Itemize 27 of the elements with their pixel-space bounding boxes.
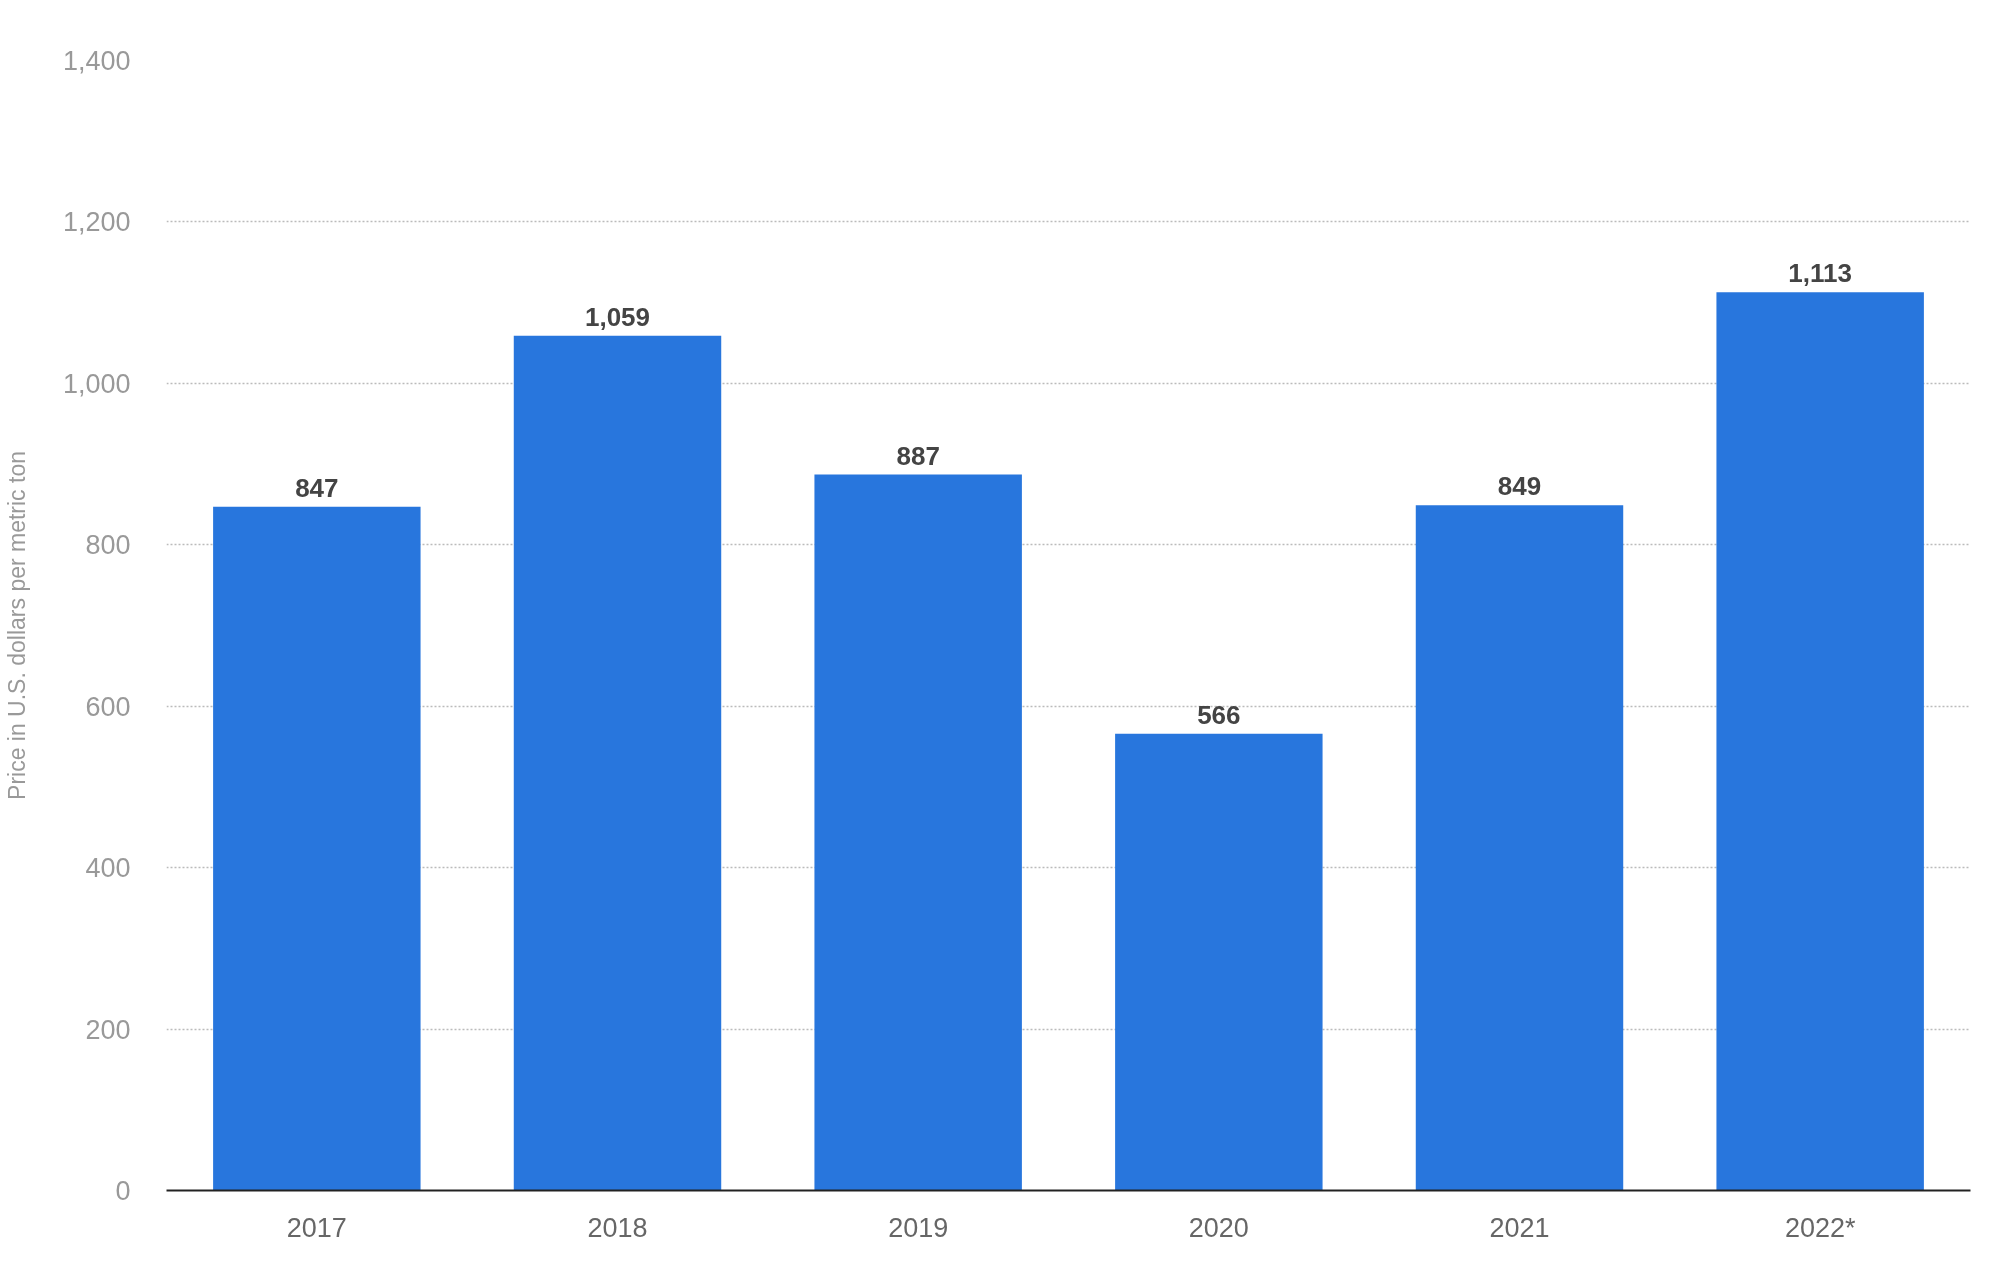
x-tick-label: 2018	[587, 1212, 648, 1243]
bar	[1415, 505, 1624, 1191]
bar	[814, 474, 1022, 1191]
data-label: 847	[295, 472, 339, 503]
y-tick-label: 1,200	[62, 207, 131, 238]
data-label: 1,113	[1788, 258, 1852, 289]
y-tick-label: 600	[85, 691, 131, 722]
x-tick-label: 2019	[888, 1212, 949, 1243]
y-tick-label: 400	[85, 853, 131, 884]
data-label: 849	[1497, 471, 1542, 502]
y-tick-label: 1,000	[62, 368, 131, 399]
data-label: 1,059	[584, 301, 651, 332]
bar	[1115, 733, 1323, 1191]
data-label: 566	[1197, 699, 1241, 730]
x-tick-label: 2017	[286, 1212, 347, 1243]
data-label: 887	[896, 440, 940, 471]
bar	[513, 335, 722, 1191]
y-tick-label: 800	[85, 530, 131, 561]
bar	[213, 506, 421, 1191]
x-tick-label: 2022*	[1784, 1212, 1856, 1243]
y-tick-label: 1,400	[62, 46, 131, 76]
x-tick-label: 2020	[1188, 1212, 1249, 1243]
x-tick-label: 2021	[1489, 1212, 1550, 1243]
y-tick-label: 200	[85, 1014, 131, 1045]
bar	[1716, 292, 1924, 1191]
y-tick-label: 0	[115, 1176, 131, 1206]
y-axis-title: Price in U.S. dollars per metric ton	[3, 451, 30, 800]
